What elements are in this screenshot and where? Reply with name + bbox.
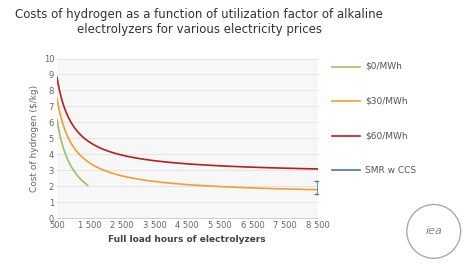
X-axis label: Full load hours of electrolyzers: Full load hours of electrolyzers: [109, 235, 266, 244]
Text: iea: iea: [425, 226, 442, 236]
Text: $60/MWh: $60/MWh: [365, 131, 408, 140]
Y-axis label: Cost of hydrogen ($/kg): Cost of hydrogen ($/kg): [30, 85, 39, 192]
Text: $0/MWh: $0/MWh: [365, 62, 402, 71]
Text: Costs of hydrogen as a function of utilization factor of alkaline
electrolyzers : Costs of hydrogen as a function of utili…: [15, 8, 383, 36]
Text: $30/MWh: $30/MWh: [365, 97, 408, 106]
Text: SMR w CCS: SMR w CCS: [365, 166, 416, 175]
